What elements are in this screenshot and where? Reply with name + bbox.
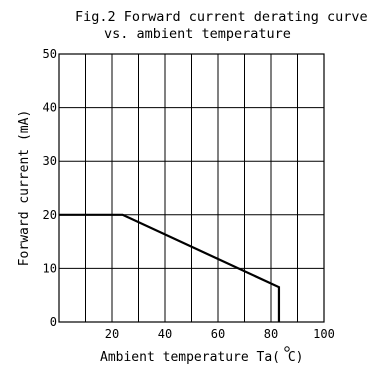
chart-title-line1: Fig.2 Forward current derating curve	[75, 9, 368, 25]
y-tick-labels: 0 10 20 30 40 50	[43, 47, 57, 329]
y-tick-label: 20	[43, 208, 57, 222]
x-tick-label: 40	[158, 327, 172, 341]
y-tick-label: 30	[43, 154, 57, 168]
series-layer	[59, 213, 281, 322]
x-tick-label: 60	[211, 327, 225, 341]
y-axis-label: Forward current (mA)	[17, 110, 32, 267]
grid-lines	[59, 54, 324, 322]
y-tick-label: 50	[43, 47, 57, 61]
x-axis-label: Ambient temperature Ta( C)	[100, 350, 304, 365]
x-tick-label: 100	[313, 327, 335, 341]
y-tick-label: 0	[50, 315, 57, 329]
x-tick-labels: 20 40 60 80 100	[105, 327, 335, 341]
y-tick-label: 10	[43, 261, 57, 275]
degree-symbol	[284, 346, 290, 352]
derating-curve	[59, 213, 281, 322]
chart-title-line2: vs. ambient temperature	[104, 26, 291, 42]
y-tick-label: 40	[43, 101, 57, 115]
x-tick-label: 80	[264, 327, 278, 341]
x-tick-label: 20	[105, 327, 119, 341]
plot-frame	[58, 53, 325, 323]
